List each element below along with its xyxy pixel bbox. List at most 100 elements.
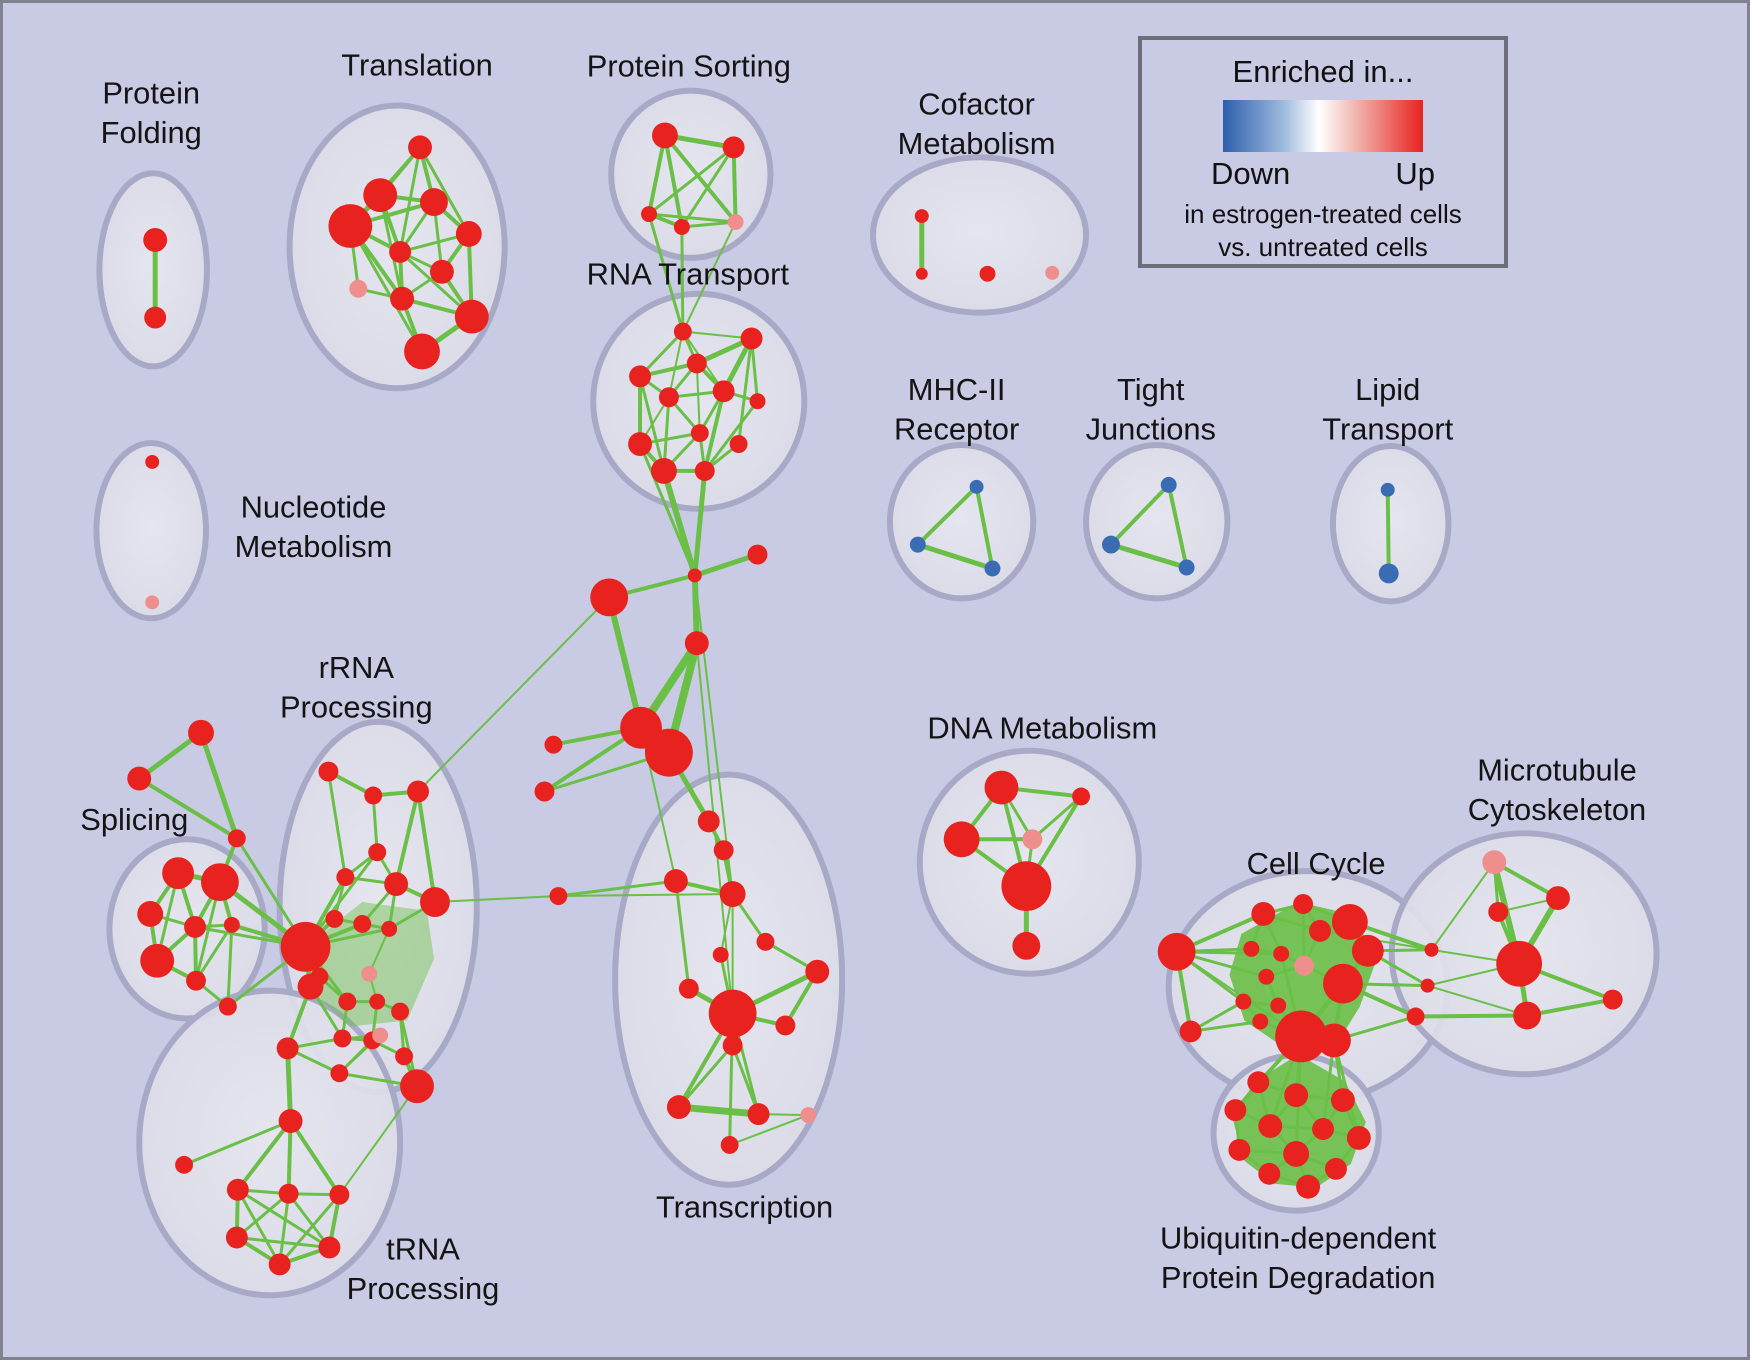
gene-set-node-p4[interactable]: [727, 214, 744, 230]
gene-set-node-tj1[interactable]: [1101, 535, 1120, 554]
gene-set-node-v14[interactable]: [720, 1135, 739, 1154]
gene-set-node-q3[interactable]: [368, 843, 387, 862]
gene-set-node-d6[interactable]: [395, 1047, 414, 1066]
gene-set-node-v1[interactable]: [713, 840, 734, 861]
gene-set-node-s0[interactable]: [162, 857, 195, 890]
gene-set-node-e3[interactable]: [1022, 829, 1043, 850]
gene-set-node-q9[interactable]: [381, 920, 398, 937]
gene-set-node-w1[interactable]: [534, 781, 555, 802]
gene-set-node-s1[interactable]: [200, 863, 239, 902]
gene-set-node-q8[interactable]: [353, 914, 372, 933]
gene-set-node-z4[interactable]: [1513, 1001, 1542, 1030]
gene-set-node-v0[interactable]: [697, 810, 720, 833]
gene-set-node-v7[interactable]: [678, 978, 699, 999]
gene-set-node-b4[interactable]: [1258, 1114, 1283, 1138]
gene-set-node-r9[interactable]: [650, 457, 677, 484]
gene-set-node-w2[interactable]: [549, 887, 568, 906]
gene-set-node-u14[interactable]: [1252, 1013, 1269, 1030]
gene-set-node-d1[interactable]: [338, 992, 357, 1011]
gene-set-node-b7[interactable]: [1228, 1138, 1251, 1161]
gene-set-node-t0[interactable]: [408, 135, 432, 160]
gene-set-node-r7[interactable]: [690, 424, 709, 443]
gene-set-node-x0[interactable]: [188, 719, 214, 746]
gene-set-node-b0[interactable]: [1247, 1071, 1270, 1094]
gene-set-node-h7[interactable]: [268, 1253, 291, 1276]
gene-set-node-d0[interactable]: [310, 967, 329, 986]
gene-set-node-g2[interactable]: [400, 1069, 434, 1104]
gene-set-node-b11[interactable]: [1296, 1174, 1321, 1199]
gene-set-node-u12[interactable]: [1235, 993, 1252, 1010]
gene-set-node-x1[interactable]: [127, 766, 152, 791]
gene-set-node-s6[interactable]: [186, 970, 206, 991]
gene-set-node-v9[interactable]: [775, 1015, 796, 1036]
gene-set-node-p2[interactable]: [641, 206, 657, 223]
gene-set-node-u11[interactable]: [1323, 963, 1363, 1004]
gene-set-node-h3[interactable]: [278, 1183, 299, 1204]
gene-set-node-h1[interactable]: [175, 1155, 194, 1174]
gene-set-node-z2[interactable]: [1488, 902, 1509, 922]
gene-set-node-m0[interactable]: [969, 479, 984, 494]
gene-set-node-v2[interactable]: [663, 869, 688, 894]
gene-set-node-p3[interactable]: [673, 219, 690, 235]
gene-set-node-t4[interactable]: [455, 221, 482, 247]
gene-set-node-r11[interactable]: [729, 435, 748, 454]
gene-set-node-h6[interactable]: [318, 1236, 341, 1259]
gene-set-node-u5[interactable]: [1243, 940, 1260, 957]
gene-set-node-k1[interactable]: [590, 578, 629, 617]
gene-set-node-m1[interactable]: [909, 536, 926, 553]
gene-set-node-u15[interactable]: [1275, 1010, 1327, 1063]
gene-set-node-t9[interactable]: [454, 299, 489, 334]
gene-set-node-x2[interactable]: [227, 829, 246, 848]
gene-set-node-cf0[interactable]: [914, 209, 929, 224]
gene-set-node-b3[interactable]: [1224, 1099, 1247, 1122]
gene-set-node-v10[interactable]: [722, 1035, 743, 1056]
gene-set-node-h0[interactable]: [278, 1109, 303, 1133]
gene-set-node-e4[interactable]: [1001, 861, 1052, 911]
gene-set-node-r6[interactable]: [749, 393, 766, 410]
gene-set-node-g1[interactable]: [330, 1064, 349, 1083]
gene-set-node-n0[interactable]: [145, 454, 160, 469]
gene-set-node-cf3[interactable]: [1045, 265, 1060, 280]
gene-set-node-u10[interactable]: [1351, 934, 1384, 967]
gene-set-node-z7[interactable]: [1420, 978, 1435, 993]
gene-set-node-r1[interactable]: [740, 327, 763, 350]
gene-set-node-u6[interactable]: [1273, 945, 1290, 962]
gene-set-node-R[interactable]: [280, 921, 331, 972]
gene-set-node-t6[interactable]: [429, 259, 454, 284]
gene-set-node-u2[interactable]: [1251, 902, 1276, 926]
gene-set-node-u1[interactable]: [1179, 1020, 1202, 1043]
gene-set-node-t2[interactable]: [420, 188, 448, 217]
gene-set-node-s5[interactable]: [140, 943, 175, 978]
gene-set-node-b9[interactable]: [1325, 1157, 1347, 1180]
gene-set-node-q2[interactable]: [407, 780, 429, 803]
gene-set-node-r8[interactable]: [628, 432, 652, 456]
gene-set-node-pA[interactable]: [361, 965, 378, 982]
gene-set-node-s2[interactable]: [137, 901, 164, 927]
gene-set-node-v6[interactable]: [805, 959, 830, 984]
gene-set-node-d3[interactable]: [391, 1002, 410, 1021]
gene-set-node-q6[interactable]: [420, 887, 450, 917]
gene-set-node-e2[interactable]: [943, 821, 980, 858]
gene-set-node-e1[interactable]: [1072, 787, 1091, 806]
gene-set-node-lt0[interactable]: [1380, 482, 1395, 497]
gene-set-node-z5[interactable]: [1602, 989, 1623, 1010]
gene-set-node-t10[interactable]: [404, 333, 440, 370]
gene-set-node-k0[interactable]: [687, 568, 702, 583]
gene-set-node-v12[interactable]: [747, 1103, 770, 1126]
gene-set-node-r4[interactable]: [658, 387, 679, 408]
gene-set-node-tj2[interactable]: [1178, 559, 1195, 576]
gene-set-node-z3[interactable]: [1496, 940, 1543, 987]
gene-set-node-g0[interactable]: [276, 1037, 299, 1060]
gene-set-node-s4[interactable]: [223, 916, 240, 933]
gene-set-node-u7[interactable]: [1294, 955, 1315, 976]
gene-set-node-z6[interactable]: [1424, 942, 1439, 957]
gene-set-node-cf2[interactable]: [979, 265, 996, 282]
gene-set-node-v13[interactable]: [800, 1107, 817, 1124]
gene-set-node-q0[interactable]: [318, 761, 339, 782]
gene-set-node-t7[interactable]: [349, 279, 368, 298]
gene-set-node-h4[interactable]: [329, 1184, 350, 1205]
gene-set-node-r5[interactable]: [712, 380, 735, 403]
gene-set-node-r0[interactable]: [673, 322, 692, 341]
gene-set-node-u13[interactable]: [1270, 997, 1287, 1014]
gene-set-node-u16[interactable]: [1317, 1023, 1351, 1058]
